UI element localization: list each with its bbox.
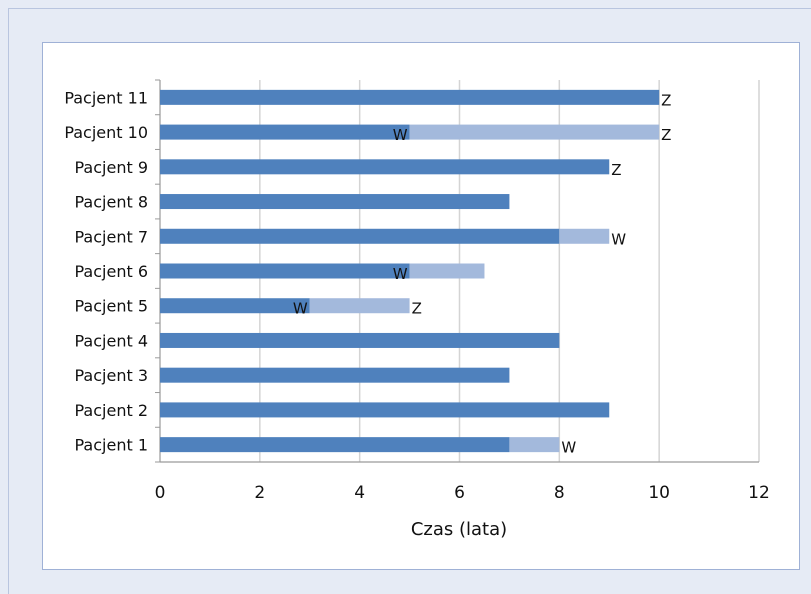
bar-annotation: W <box>393 126 408 144</box>
bar-segment <box>559 228 610 244</box>
bar-segment <box>160 402 610 418</box>
category-label: Pacjent 1 <box>75 436 149 455</box>
bar-annotation: W <box>293 300 308 318</box>
x-tick-label: 4 <box>354 483 365 503</box>
bar-annotation: Z <box>661 126 671 144</box>
bar-segment <box>160 194 510 210</box>
bar-annotation: Z <box>661 91 671 109</box>
x-axis-title: Czas (lata) <box>411 519 507 540</box>
bar-segment <box>160 159 610 175</box>
bar-annotation: Z <box>412 300 422 318</box>
bar-segment <box>160 263 410 279</box>
x-tick-label: 2 <box>254 483 265 503</box>
x-tick-label: 8 <box>554 483 565 503</box>
bar-segment <box>160 228 560 244</box>
category-label: Pacjent 9 <box>75 158 149 177</box>
category-label: Pacjent 3 <box>75 366 149 385</box>
category-label: Pacjent 8 <box>75 193 149 212</box>
bar-annotation: W <box>611 230 626 248</box>
bar-segment <box>509 437 560 453</box>
bar-segment <box>160 89 660 105</box>
x-tick-label: 10 <box>648 483 670 503</box>
bar-segment <box>409 124 660 140</box>
bar-annotation: Z <box>611 161 621 179</box>
bar-segment <box>409 263 485 279</box>
bar-segment <box>160 367 510 383</box>
category-label: Pacjent 6 <box>75 262 149 281</box>
x-tick-label: 0 <box>155 483 166 503</box>
bar-segment <box>309 298 410 314</box>
category-label: Pacjent 2 <box>75 401 149 420</box>
bar-segment <box>160 298 310 314</box>
category-label: Pacjent 5 <box>75 297 149 316</box>
category-label: Pacjent 10 <box>64 123 148 142</box>
category-label: Pacjent 7 <box>75 227 149 246</box>
bar-segment <box>160 437 510 453</box>
bars <box>160 89 660 453</box>
x-tick-label: 6 <box>454 483 465 503</box>
bar-annotation: W <box>561 439 576 457</box>
category-label: Pacjent 4 <box>75 331 149 350</box>
bar-annotation: W <box>393 265 408 283</box>
outer-frame <box>8 8 811 594</box>
bar-segment <box>160 124 410 140</box>
bar-segment <box>160 332 560 348</box>
x-tick-label: 12 <box>748 483 770 503</box>
category-label: Pacjent 11 <box>64 88 148 107</box>
labels: 0 2 4 6 8 10 12 Pacjent 1 Pacjent 2 Pacjent 3 Pacj… <box>64 88 770 503</box>
